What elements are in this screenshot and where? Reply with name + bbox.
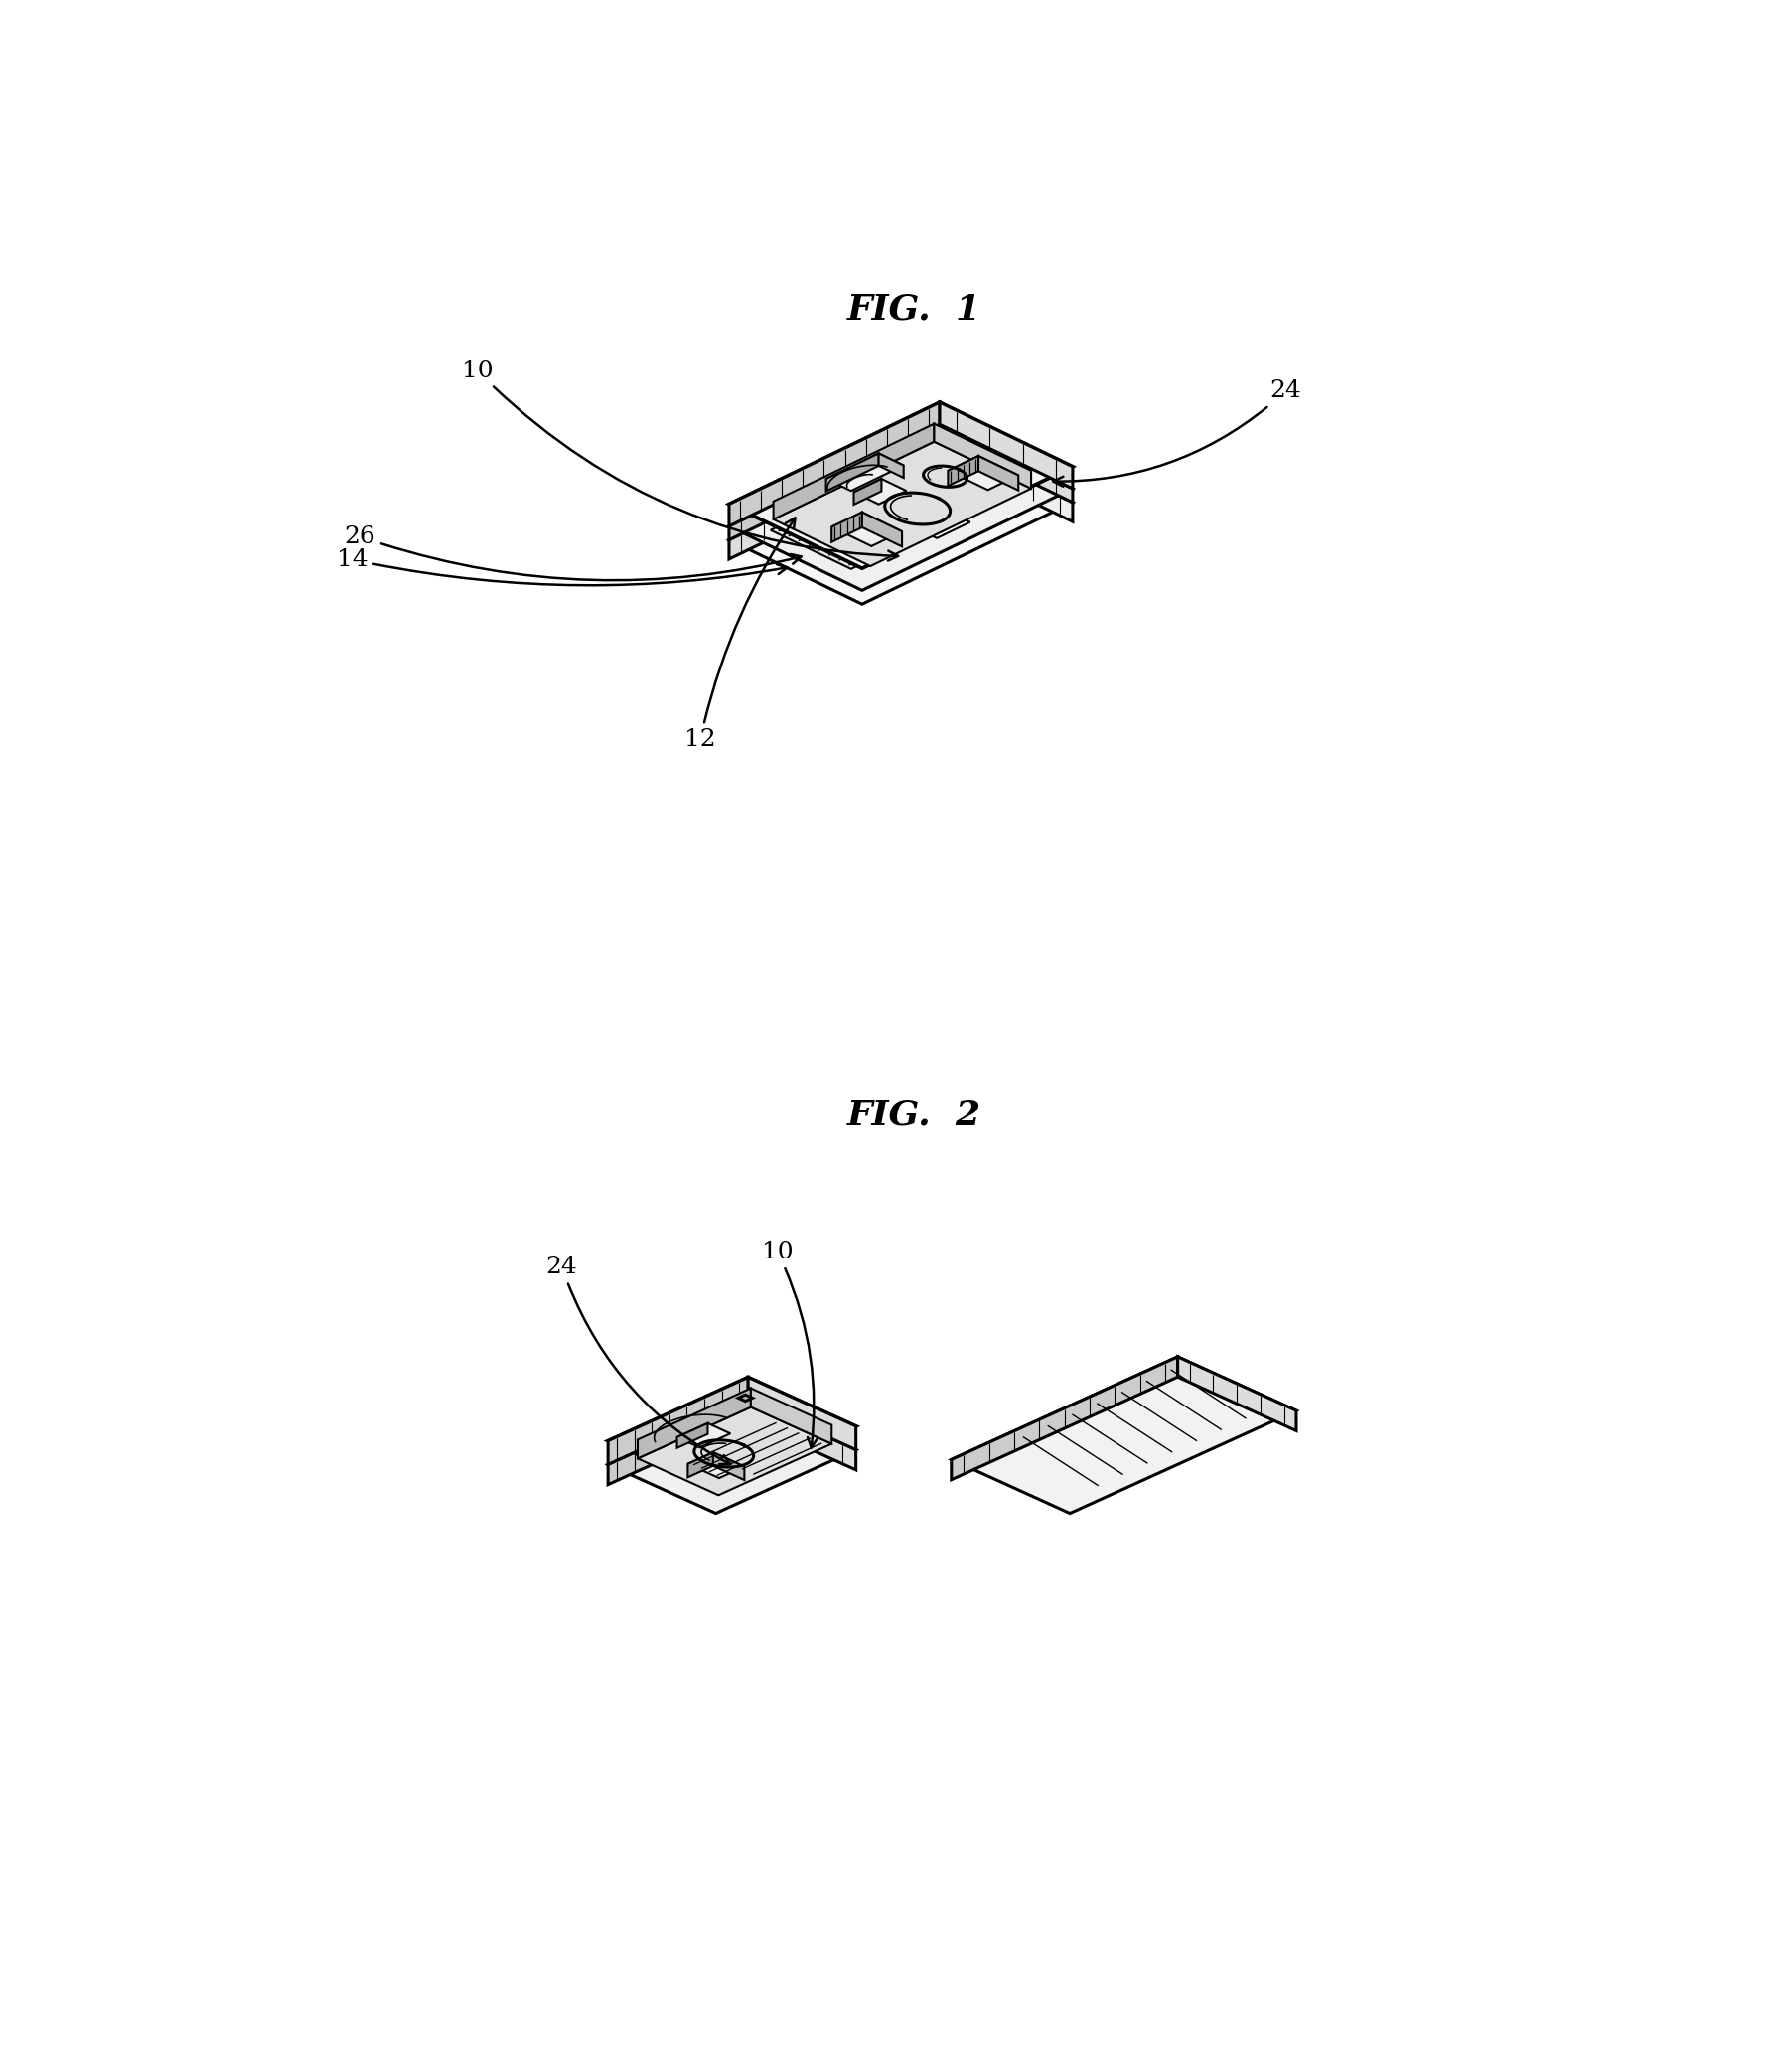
Polygon shape bbox=[948, 456, 1019, 489]
Polygon shape bbox=[948, 456, 978, 485]
Polygon shape bbox=[826, 454, 878, 491]
Polygon shape bbox=[728, 437, 939, 559]
Polygon shape bbox=[826, 454, 903, 491]
Polygon shape bbox=[677, 1423, 730, 1448]
Polygon shape bbox=[734, 1401, 753, 1409]
Text: 24: 24 bbox=[1053, 379, 1301, 487]
Polygon shape bbox=[751, 1388, 832, 1444]
Text: 12: 12 bbox=[685, 518, 794, 750]
Polygon shape bbox=[832, 512, 862, 543]
Polygon shape bbox=[773, 425, 934, 520]
Text: 10: 10 bbox=[762, 1241, 818, 1448]
Polygon shape bbox=[978, 456, 1019, 491]
Polygon shape bbox=[728, 425, 1073, 591]
Polygon shape bbox=[677, 1423, 707, 1448]
Polygon shape bbox=[748, 1401, 857, 1469]
Polygon shape bbox=[748, 1378, 857, 1450]
Polygon shape bbox=[609, 1401, 748, 1486]
Polygon shape bbox=[934, 425, 1032, 489]
Polygon shape bbox=[687, 1452, 714, 1477]
Text: 14: 14 bbox=[337, 549, 787, 584]
Polygon shape bbox=[862, 512, 901, 547]
Polygon shape bbox=[853, 479, 907, 503]
Polygon shape bbox=[728, 402, 1073, 568]
Text: FIG.  1: FIG. 1 bbox=[848, 292, 982, 327]
Polygon shape bbox=[728, 402, 939, 526]
Polygon shape bbox=[609, 1401, 857, 1513]
Polygon shape bbox=[728, 437, 1073, 605]
Polygon shape bbox=[687, 1452, 744, 1477]
Polygon shape bbox=[878, 443, 1032, 516]
Polygon shape bbox=[714, 1452, 744, 1479]
Polygon shape bbox=[853, 479, 882, 506]
Polygon shape bbox=[773, 441, 1032, 566]
Polygon shape bbox=[951, 1357, 1178, 1479]
Polygon shape bbox=[939, 425, 1073, 501]
Polygon shape bbox=[878, 454, 903, 479]
Text: FIG.  2: FIG. 2 bbox=[848, 1098, 982, 1131]
Polygon shape bbox=[873, 491, 932, 520]
Polygon shape bbox=[939, 437, 1073, 522]
Polygon shape bbox=[739, 1394, 753, 1401]
Polygon shape bbox=[939, 402, 1073, 489]
Polygon shape bbox=[951, 1357, 1296, 1513]
Text: 10: 10 bbox=[462, 358, 898, 562]
Polygon shape bbox=[832, 470, 971, 539]
Polygon shape bbox=[637, 1407, 832, 1496]
Text: 26: 26 bbox=[345, 524, 801, 580]
Polygon shape bbox=[832, 512, 901, 547]
Polygon shape bbox=[1178, 1357, 1296, 1432]
Polygon shape bbox=[609, 1378, 857, 1490]
Polygon shape bbox=[609, 1378, 748, 1465]
Polygon shape bbox=[637, 1388, 751, 1459]
Polygon shape bbox=[728, 425, 939, 541]
Text: 24: 24 bbox=[546, 1256, 730, 1465]
Polygon shape bbox=[771, 493, 926, 570]
